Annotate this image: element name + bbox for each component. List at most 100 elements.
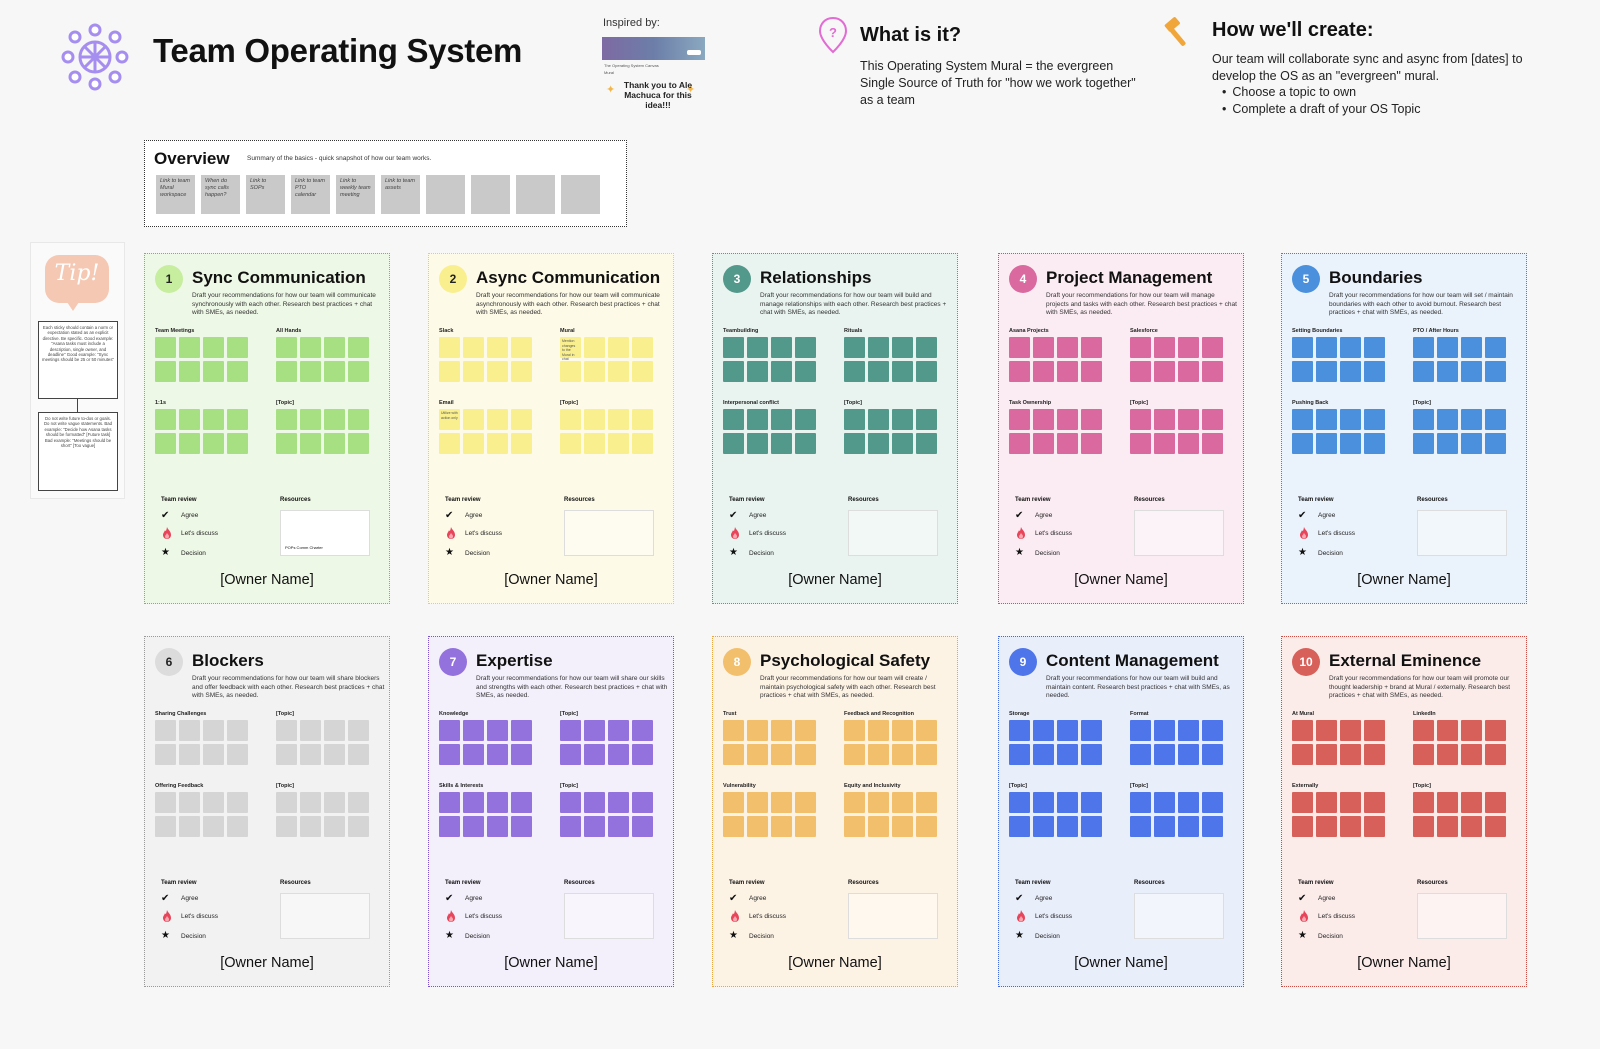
sticky-note[interactable] [608, 409, 629, 430]
inspired-by-link-card[interactable]: The Operating System Canvas Mural [602, 37, 705, 109]
sticky-note[interactable] [1057, 361, 1078, 382]
sticky-note[interactable] [1154, 816, 1175, 837]
sticky-note[interactable] [916, 720, 937, 741]
sticky-note[interactable] [155, 409, 176, 430]
sticky-note[interactable] [1009, 433, 1030, 454]
sticky-note[interactable] [463, 433, 484, 454]
sticky-note[interactable] [1340, 409, 1361, 430]
resources-drop-area[interactable] [848, 510, 938, 556]
sticky-note[interactable] [324, 433, 345, 454]
sticky-note[interactable] [771, 816, 792, 837]
sticky-note[interactable] [1009, 409, 1030, 430]
sticky-note[interactable] [1364, 361, 1385, 382]
overview-sticky[interactable]: When do sync calls happen? [201, 175, 240, 214]
resources-drop-area[interactable] [1134, 510, 1224, 556]
sticky-note[interactable] [203, 409, 224, 430]
sticky-note[interactable] [1437, 744, 1458, 765]
sticky-note[interactable] [1202, 409, 1223, 430]
owner-name[interactable]: [Owner Name] [220, 955, 314, 971]
topic-card[interactable]: 7 Expertise Draft your recommendations for… [428, 636, 674, 987]
sticky-note[interactable] [1364, 337, 1385, 358]
sticky-note[interactable] [348, 720, 369, 741]
sticky-note[interactable] [632, 744, 653, 765]
sticky-note[interactable] [276, 361, 297, 382]
topic-card[interactable]: 8 Psychological Safety Draft your recommen… [712, 636, 958, 987]
sticky-note[interactable] [747, 720, 768, 741]
sticky-note[interactable] [1461, 433, 1482, 454]
sticky-note[interactable] [723, 433, 744, 454]
overview-panel[interactable]: Overview Summary of the basics - quick s… [144, 140, 627, 227]
sticky-note[interactable] [608, 433, 629, 454]
sticky-note[interactable] [771, 744, 792, 765]
sticky-note[interactable] [1081, 361, 1102, 382]
sticky-note[interactable] [771, 720, 792, 741]
sticky-note[interactable] [1292, 361, 1313, 382]
sticky-note[interactable] [487, 744, 508, 765]
sticky-note[interactable] [868, 337, 889, 358]
sticky-note[interactable] [1461, 361, 1482, 382]
overview-sticky[interactable] [561, 175, 600, 214]
sticky-note[interactable] [1178, 744, 1199, 765]
sticky-note[interactable] [324, 409, 345, 430]
sticky-note[interactable] [795, 337, 816, 358]
sticky-note[interactable] [1413, 433, 1434, 454]
sticky-note[interactable] [439, 433, 460, 454]
overview-sticky[interactable]: Link to team Mural workspace [156, 175, 195, 214]
sticky-note[interactable] [795, 433, 816, 454]
sticky-note[interactable] [511, 361, 532, 382]
resources-drop-area[interactable]: POPs Comm Charter [280, 510, 370, 556]
sticky-note[interactable] [892, 409, 913, 430]
sticky-note[interactable] [1130, 744, 1151, 765]
sticky-note[interactable] [1340, 792, 1361, 813]
sticky-note[interactable] [608, 361, 629, 382]
sticky-note[interactable] [511, 409, 532, 430]
sticky-note[interactable] [155, 361, 176, 382]
sticky-note[interactable] [227, 433, 248, 454]
sticky-note[interactable] [747, 433, 768, 454]
sticky-note[interactable] [608, 792, 629, 813]
sticky-note[interactable] [916, 433, 937, 454]
sticky-note[interactable] [723, 792, 744, 813]
sticky-note[interactable] [1033, 816, 1054, 837]
sticky-note[interactable] [227, 361, 248, 382]
sticky-note[interactable] [1485, 744, 1506, 765]
sticky-note[interactable] [584, 433, 605, 454]
sticky-note[interactable] [203, 792, 224, 813]
sticky-note[interactable] [771, 433, 792, 454]
sticky-note[interactable] [348, 816, 369, 837]
sticky-note[interactable]: Utilize with action only [439, 409, 460, 430]
sticky-note[interactable] [1340, 816, 1361, 837]
sticky-note[interactable] [1154, 337, 1175, 358]
sticky-note[interactable] [1364, 409, 1385, 430]
owner-name[interactable]: [Owner Name] [1074, 572, 1168, 588]
sticky-note[interactable] [276, 792, 297, 813]
owner-name[interactable]: [Owner Name] [788, 955, 882, 971]
sticky-note[interactable] [584, 792, 605, 813]
sticky-note[interactable] [1154, 361, 1175, 382]
sticky-note[interactable] [1130, 433, 1151, 454]
overview-sticky[interactable]: Link to weekly team meeting [336, 175, 375, 214]
sticky-note[interactable] [1154, 792, 1175, 813]
sticky-note[interactable] [844, 744, 865, 765]
sticky-note[interactable] [1364, 792, 1385, 813]
sticky-note[interactable] [632, 792, 653, 813]
sticky-note[interactable] [324, 361, 345, 382]
resources-drop-area[interactable] [1417, 893, 1507, 939]
owner-name[interactable]: [Owner Name] [788, 572, 882, 588]
sticky-note[interactable] [1437, 337, 1458, 358]
sticky-note[interactable] [608, 337, 629, 358]
sticky-note[interactable] [1057, 720, 1078, 741]
sticky-note[interactable] [155, 720, 176, 741]
sticky-note[interactable] [868, 409, 889, 430]
sticky-note[interactable] [1081, 816, 1102, 837]
sticky-note[interactable] [439, 744, 460, 765]
sticky-note[interactable] [584, 361, 605, 382]
sticky-note[interactable] [1413, 361, 1434, 382]
sticky-note[interactable] [771, 792, 792, 813]
sticky-note[interactable] [179, 816, 200, 837]
sticky-note[interactable] [916, 816, 937, 837]
sticky-note[interactable] [868, 361, 889, 382]
sticky-note[interactable] [1009, 361, 1030, 382]
sticky-note[interactable] [203, 744, 224, 765]
sticky-note[interactable] [1009, 744, 1030, 765]
